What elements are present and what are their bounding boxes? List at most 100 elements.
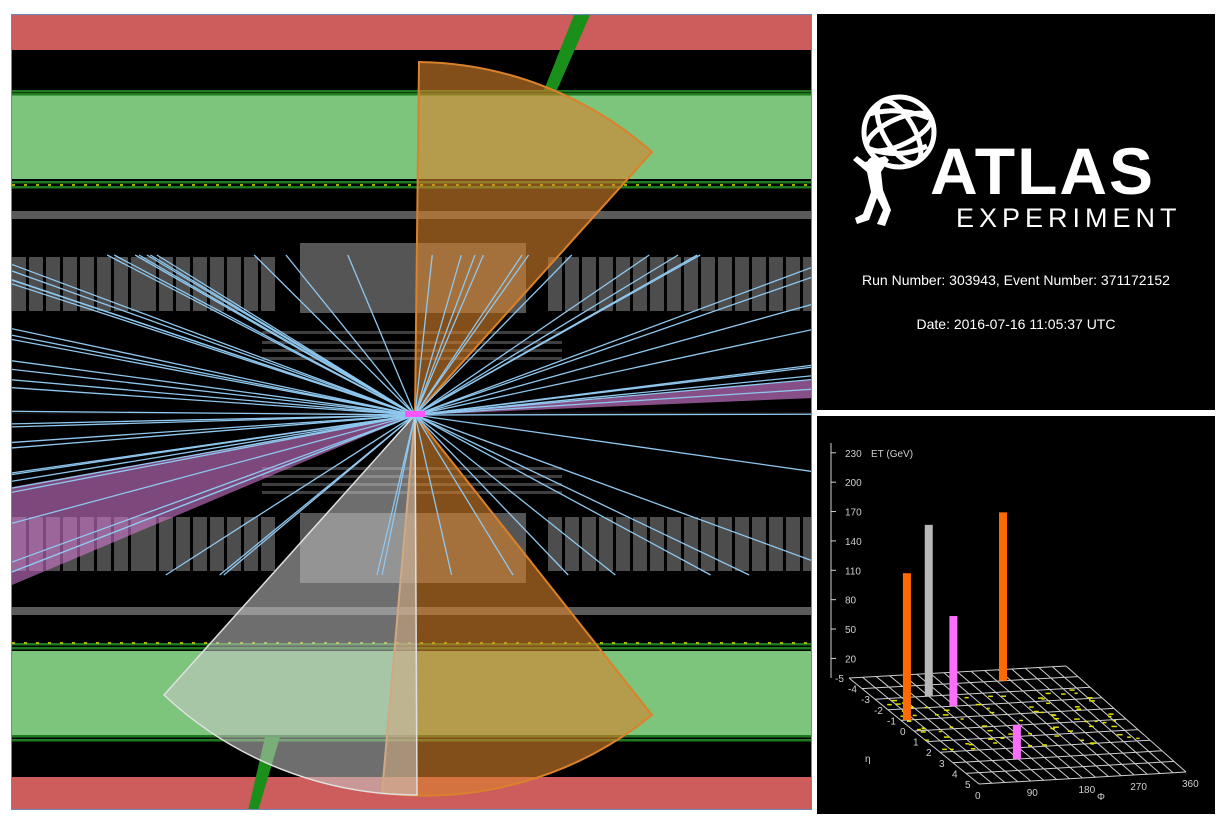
endcap-module [176,517,190,571]
sct-layer [262,341,562,344]
particle-track [414,414,616,576]
eta-tick-label: -3 [861,695,870,706]
jet-cone-grey [162,413,418,796]
calo-cell [887,703,892,706]
energy-bar [902,573,911,721]
calo-cell [1127,736,1131,738]
particle-track [414,254,462,416]
phi-grid-line [862,676,993,784]
endcap-module [633,257,647,311]
particle-track [414,254,523,416]
particle-track [414,254,485,416]
particle-track [12,283,416,416]
calo-cell [938,730,942,733]
particle-track [414,414,514,576]
sct-layer [262,331,562,334]
atlas-globe-icon [861,94,937,170]
endcap-module [193,517,207,571]
phi-grid-line [1065,665,1187,773]
particle-track [414,254,573,416]
calo-cell [1067,730,1074,732]
calo-cell [1089,742,1096,744]
calo-cell [970,747,976,750]
calo-cell [1052,714,1057,717]
calo-cell [1102,721,1107,724]
calo-boundary-line [12,90,811,93]
eta-tick-label: 2 [926,748,932,759]
calo-cell [895,703,901,705]
endcap-module [210,517,224,571]
phi-grid-line [889,675,1019,783]
z-tick-label: 140 [845,537,862,548]
endcap-module [718,257,732,311]
phi-grid-line [1038,667,1161,774]
calo-cell [986,707,990,710]
particle-track [414,254,433,416]
phi-grid-line [943,672,1070,780]
particle-track [138,254,416,416]
calo-cell [934,714,939,716]
particle-track [414,267,811,416]
calo-cell [916,728,922,731]
endcap-module [193,257,207,311]
calo-cell [942,714,949,716]
calo-cell [1080,739,1085,742]
endcap-module [684,517,698,571]
z-tick-label: 170 [845,508,862,519]
particle-track [414,276,811,416]
calo-cell [1028,732,1032,735]
calo-cell [987,729,993,732]
particle-track [12,379,416,416]
calo-cell [1019,719,1023,722]
particle-track [414,414,811,472]
calo-cell [988,738,993,740]
particle-track [347,254,416,416]
calo-cell [1136,737,1140,740]
z-tick-label: 80 [845,596,857,607]
calo-cell [1086,697,1093,699]
calo-cell [960,718,964,720]
endcap-module [97,257,111,311]
particle-track [12,414,416,493]
rz-event-display[interactable] [11,14,812,810]
lego-plot-panel[interactable]: 20 50 80 110 140 170 200 230 ET (GeV) -5 -4 -3 -2 -1 0… [817,416,1215,814]
endcap-module [735,257,749,311]
endcap-module [176,257,190,311]
endcap-module [582,517,596,571]
brand-sub: EXPERIMENT [956,203,1182,233]
endcap-module [752,257,766,311]
sct-layer [262,357,562,360]
phi-grid-line [916,673,1045,781]
particle-track [285,254,416,416]
particle-track [12,328,416,416]
endcap-module [565,257,579,311]
endcap-module [565,517,579,571]
particle-track [12,414,416,563]
particle-track [12,414,416,524]
endcap-module [12,257,26,311]
calo-cell [968,743,974,746]
calo-cell [988,695,993,698]
phi-grid-line [902,674,1032,782]
endcap-module [769,257,783,311]
particle-track [414,329,811,416]
violet-cone-left [12,415,415,585]
solenoid-top [12,211,811,219]
calo-cell [924,706,928,709]
phi-grid-line [997,669,1122,777]
calo-cell [1069,689,1075,691]
calo-cell [1108,715,1112,718]
endcap-module [616,257,630,311]
calo-cell [1111,725,1117,728]
particle-track [414,254,679,416]
eta-tick-label: -1 [887,716,896,727]
endcap-module [701,257,715,311]
particle-track [414,414,750,576]
endcap-module [261,257,275,311]
calo-cell [1053,717,1060,720]
muon-spike-top [544,15,590,90]
particle-track [381,414,416,576]
particle-track [12,414,416,489]
particle-track [414,304,811,416]
